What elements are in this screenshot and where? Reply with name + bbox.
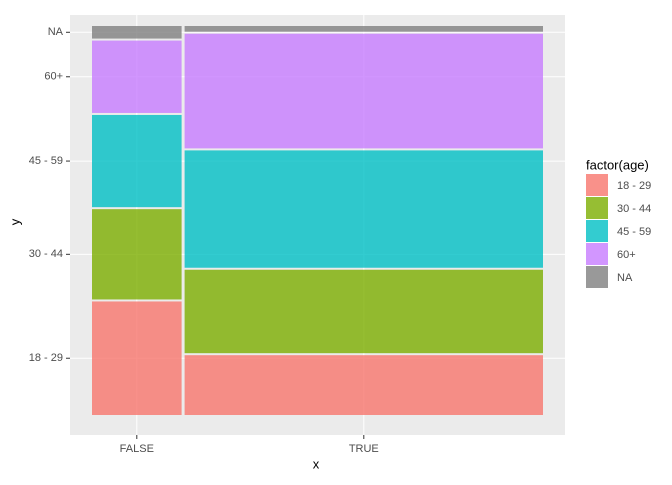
legend-label: NA bbox=[617, 272, 633, 284]
x-tick-label: TRUE bbox=[349, 443, 379, 455]
tile bbox=[92, 40, 182, 113]
tile bbox=[92, 114, 182, 208]
tile bbox=[184, 269, 543, 354]
legend-key bbox=[586, 174, 608, 196]
legend-label: 60+ bbox=[617, 249, 636, 261]
y-tick-label: NA bbox=[48, 26, 64, 38]
x-tick-label: FALSE bbox=[120, 443, 154, 455]
tile bbox=[184, 150, 543, 268]
legend-title: factor(age) bbox=[586, 157, 649, 172]
tile bbox=[184, 355, 543, 415]
tile bbox=[92, 209, 182, 300]
legend-label: 45 - 59 bbox=[617, 226, 651, 238]
y-tick-label: 18 - 29 bbox=[29, 352, 63, 364]
tile bbox=[184, 33, 543, 149]
legend-label: 18 - 29 bbox=[617, 180, 651, 192]
y-axis-title: y bbox=[7, 218, 22, 225]
legend-key bbox=[586, 266, 608, 288]
y-tick-label: 45 - 59 bbox=[29, 155, 63, 167]
tile bbox=[184, 26, 543, 32]
tile bbox=[92, 301, 182, 415]
legend-key bbox=[586, 197, 608, 219]
tile bbox=[92, 26, 182, 39]
legend-label: 30 - 44 bbox=[617, 203, 651, 215]
y-tick-label: 60+ bbox=[44, 71, 63, 83]
y-tick-label: 30 - 44 bbox=[29, 248, 63, 260]
x-axis-title: x bbox=[313, 456, 320, 471]
legend-key bbox=[586, 243, 608, 265]
legend-key bbox=[586, 220, 608, 242]
